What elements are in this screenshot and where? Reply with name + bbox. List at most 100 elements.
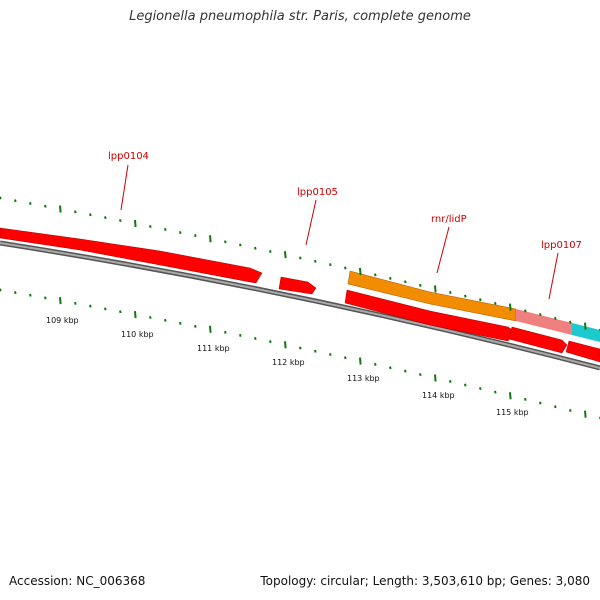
ruler-major-tick bbox=[359, 357, 362, 365]
ruler-major-tick bbox=[209, 235, 212, 243]
ruler-minor-tick bbox=[44, 296, 47, 300]
ruler-major-tick bbox=[284, 341, 287, 349]
ruler-minor-tick bbox=[374, 273, 377, 277]
ruler-minor-tick bbox=[449, 291, 452, 294]
ruler-minor-tick bbox=[0, 196, 2, 200]
ruler-minor-tick bbox=[194, 234, 197, 238]
ruler-major-tick bbox=[134, 311, 137, 319]
ruler-minor-tick bbox=[524, 309, 527, 313]
ruler-major-tick bbox=[584, 322, 587, 330]
ruler-minor-tick bbox=[179, 231, 182, 235]
ruler-minor-tick bbox=[329, 352, 332, 356]
ruler-minor-tick bbox=[44, 204, 47, 208]
ruler-minor-tick bbox=[224, 240, 227, 244]
ruler-major-tick bbox=[59, 297, 62, 305]
scale-label-112: 112 kbp bbox=[272, 358, 305, 367]
label-rnr-lidP: rnr/lidP bbox=[431, 214, 467, 225]
label-lpp0104: lpp0104 bbox=[108, 151, 149, 162]
genome-summary-text: Topology: circular; Length: 3,503,610 bp… bbox=[260, 574, 590, 588]
ruler-major-tick bbox=[584, 410, 587, 418]
scale-label-113: 113 kbp bbox=[347, 374, 380, 383]
ruler-minor-tick bbox=[74, 210, 77, 214]
ruler-minor-tick bbox=[419, 283, 422, 287]
ruler-minor-tick bbox=[314, 349, 317, 353]
ruler-minor-tick bbox=[539, 313, 542, 317]
ruler-minor-tick bbox=[149, 316, 152, 319]
ruler-minor-tick bbox=[29, 293, 32, 297]
ruler-minor-tick bbox=[419, 373, 422, 377]
ruler-minor-tick bbox=[254, 246, 257, 250]
ruler-minor-tick bbox=[179, 321, 182, 325]
ruler-minor-tick bbox=[494, 301, 497, 305]
leader-rnr-lidP bbox=[436, 226, 450, 274]
ruler-minor-tick bbox=[149, 225, 152, 228]
ruler-minor-tick bbox=[74, 301, 77, 305]
ruler-minor-tick bbox=[479, 298, 482, 302]
ruler-major-tick bbox=[284, 251, 287, 259]
gene-lpp0105[interactable] bbox=[278, 276, 317, 295]
ruler-minor-tick bbox=[479, 387, 482, 391]
ruler-minor-tick bbox=[449, 380, 452, 383]
leader-lpp0104 bbox=[120, 164, 129, 211]
gene-pink-feature[interactable] bbox=[516, 309, 572, 335]
ruler-minor-tick bbox=[314, 259, 317, 263]
ruler-major-tick bbox=[209, 325, 212, 333]
ruler-minor-tick bbox=[269, 340, 272, 344]
leader-lpp0105 bbox=[305, 199, 317, 246]
gene-cyan-feature[interactable] bbox=[572, 323, 600, 342]
ruler-minor-tick bbox=[539, 401, 542, 405]
scale-label-115: 115 kbp bbox=[496, 408, 529, 417]
ruler-minor-tick bbox=[524, 397, 527, 401]
ruler-minor-tick bbox=[299, 256, 302, 260]
ruler-minor-tick bbox=[344, 356, 347, 360]
ruler-major-tick bbox=[134, 219, 137, 228]
ruler-minor-tick bbox=[389, 276, 392, 280]
ruler-minor-tick bbox=[119, 219, 122, 223]
ruler-minor-tick bbox=[569, 320, 572, 324]
map-title: Legionella pneumophila str. Paris, compl… bbox=[129, 9, 471, 24]
ruler-minor-tick bbox=[494, 390, 497, 394]
ruler-minor-tick bbox=[14, 291, 17, 295]
ruler-minor-tick bbox=[389, 366, 392, 370]
ruler-minor-tick bbox=[554, 316, 557, 320]
ruler-minor-tick bbox=[404, 369, 407, 373]
ruler-major-tick bbox=[434, 285, 437, 293]
leader-lpp0107 bbox=[548, 252, 559, 300]
scale-label-114: 114 kbp bbox=[422, 391, 455, 400]
ruler-minor-tick bbox=[269, 249, 272, 253]
gene-lpp0104[interactable] bbox=[0, 227, 263, 284]
ruler-minor-tick bbox=[104, 216, 107, 220]
ruler-minor-tick bbox=[299, 346, 302, 350]
ruler-minor-tick bbox=[344, 266, 347, 270]
ruler-minor-tick bbox=[404, 280, 407, 284]
ruler-minor-tick bbox=[89, 213, 92, 217]
ruler-minor-tick bbox=[164, 318, 167, 322]
ruler-minor-tick bbox=[239, 333, 242, 337]
ruler-minor-tick bbox=[239, 243, 242, 247]
genome-backbone-highlight bbox=[0, 242, 600, 369]
ruler-minor-tick bbox=[164, 228, 167, 231]
ruler-minor-tick bbox=[464, 294, 467, 298]
accession-text: Accession: NC_006368 bbox=[9, 574, 146, 588]
ruler-minor-tick bbox=[254, 337, 257, 341]
ruler-major-tick bbox=[359, 267, 362, 276]
gene-red-lower-3[interactable] bbox=[565, 340, 600, 363]
ruler-major-tick bbox=[509, 392, 512, 400]
ruler-minor-tick bbox=[194, 324, 197, 328]
ruler-minor-tick bbox=[29, 201, 32, 205]
ruler-lower bbox=[0, 288, 600, 420]
ruler-minor-tick bbox=[89, 304, 92, 308]
scale-label-111: 111 kbp bbox=[197, 344, 230, 353]
ruler-major-tick bbox=[509, 303, 512, 311]
scale-label-109: 109 kbp bbox=[46, 316, 79, 325]
ruler-major-tick bbox=[434, 374, 437, 382]
ruler-major-tick bbox=[59, 205, 62, 213]
ruler-minor-tick bbox=[569, 408, 572, 412]
ruler-minor-tick bbox=[104, 307, 107, 311]
ruler-minor-tick bbox=[119, 310, 122, 314]
gene-red-lower-2[interactable] bbox=[508, 326, 568, 354]
ruler-upper bbox=[0, 196, 600, 332]
label-lpp0105: lpp0105 bbox=[297, 187, 338, 198]
